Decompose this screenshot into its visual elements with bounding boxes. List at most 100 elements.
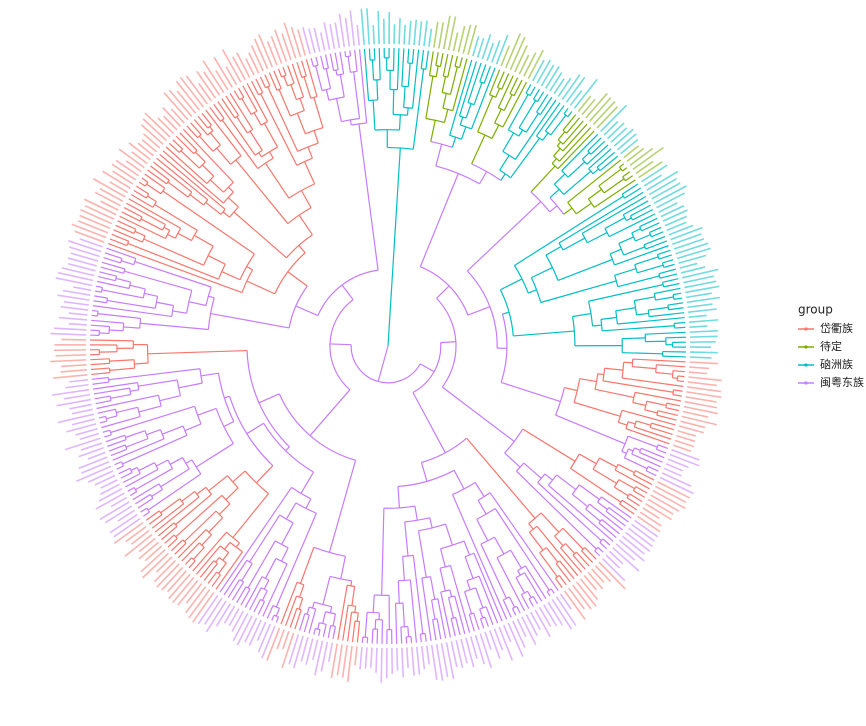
branch-arc — [672, 389, 675, 395]
branch — [572, 312, 592, 318]
branch — [623, 246, 646, 256]
tip-label-mark — [662, 209, 688, 222]
branch — [322, 624, 327, 638]
branch — [478, 575, 499, 624]
branch — [253, 599, 261, 613]
tip-label-mark — [305, 638, 314, 665]
tip-label-mark — [170, 108, 185, 124]
branch — [589, 503, 623, 531]
branch — [378, 48, 381, 80]
tip-label-mark — [236, 52, 251, 78]
branch-arc — [178, 148, 184, 153]
tip-label-mark — [638, 161, 663, 179]
branch — [109, 367, 135, 371]
branch — [147, 169, 167, 185]
branch — [581, 550, 594, 564]
branch — [587, 231, 608, 244]
branch-arc — [191, 557, 196, 562]
branch — [222, 211, 230, 218]
branch-arc — [329, 299, 354, 391]
branch — [201, 112, 212, 126]
branch — [188, 560, 196, 569]
branch — [261, 590, 268, 601]
branch — [404, 521, 409, 556]
tip-label-mark — [172, 576, 195, 604]
branch — [268, 72, 278, 91]
branch — [528, 531, 544, 551]
branch — [483, 65, 491, 84]
branch — [570, 467, 622, 503]
tip-label-mark — [643, 174, 662, 187]
tip-label-mark — [179, 76, 205, 108]
branch — [493, 536, 505, 555]
branch — [283, 75, 289, 87]
branch — [557, 131, 566, 141]
tip-label-mark — [613, 128, 634, 147]
tip-label-mark — [563, 590, 586, 620]
branch — [403, 86, 406, 108]
branch — [177, 232, 192, 242]
branch — [146, 183, 162, 195]
branch — [522, 428, 576, 462]
branch — [452, 58, 468, 111]
branch-arc — [194, 491, 200, 498]
branch-arc — [649, 422, 653, 428]
branch-arc — [655, 444, 659, 450]
branch — [622, 171, 631, 178]
tip-label-mark — [266, 627, 281, 661]
branch — [454, 595, 466, 635]
branch — [614, 469, 650, 490]
branch — [141, 177, 149, 183]
branch-arc — [217, 373, 235, 422]
branch — [356, 621, 361, 643]
branch — [451, 136, 457, 148]
tip-label-mark — [642, 507, 660, 519]
branch-arc — [279, 514, 294, 524]
tip-label-mark — [525, 614, 538, 636]
branch — [295, 305, 319, 317]
branch — [494, 508, 550, 591]
tip-label-mark — [65, 383, 89, 389]
branch-arc — [176, 379, 182, 396]
branch — [449, 59, 473, 136]
branch — [471, 134, 486, 165]
branch — [623, 361, 633, 364]
branch — [344, 51, 347, 57]
branch — [325, 89, 330, 101]
branch — [157, 522, 175, 537]
branch — [107, 299, 156, 309]
branch — [208, 295, 215, 299]
tip-label-mark — [544, 66, 560, 89]
branch — [523, 572, 543, 602]
branch — [494, 108, 502, 124]
tip-label-mark — [215, 603, 232, 627]
branch — [104, 252, 123, 260]
tip-label-mark — [312, 639, 319, 660]
branch — [435, 144, 443, 167]
branch-arc — [655, 364, 657, 373]
branch — [449, 565, 471, 633]
branch — [121, 211, 141, 222]
branch — [674, 326, 686, 329]
tip-label-mark — [308, 28, 316, 54]
branch — [140, 322, 209, 331]
branch — [474, 482, 485, 497]
branch — [167, 538, 178, 548]
branch — [407, 626, 410, 637]
branch — [649, 226, 662, 234]
branch-arc — [136, 467, 141, 474]
branch — [525, 84, 532, 94]
branch-arc — [435, 165, 480, 185]
branch-arc — [179, 498, 185, 505]
tip-label-mark — [327, 642, 334, 663]
branch — [156, 301, 174, 307]
branch — [151, 503, 185, 529]
tip-label-mark — [689, 366, 710, 370]
branch-arc — [425, 117, 445, 123]
tip-label-mark — [398, 17, 401, 45]
branch-arc — [539, 547, 547, 554]
tip-label-mark — [675, 242, 709, 255]
tip-label-mark — [442, 15, 451, 50]
branch — [649, 312, 685, 318]
branch — [507, 94, 529, 131]
